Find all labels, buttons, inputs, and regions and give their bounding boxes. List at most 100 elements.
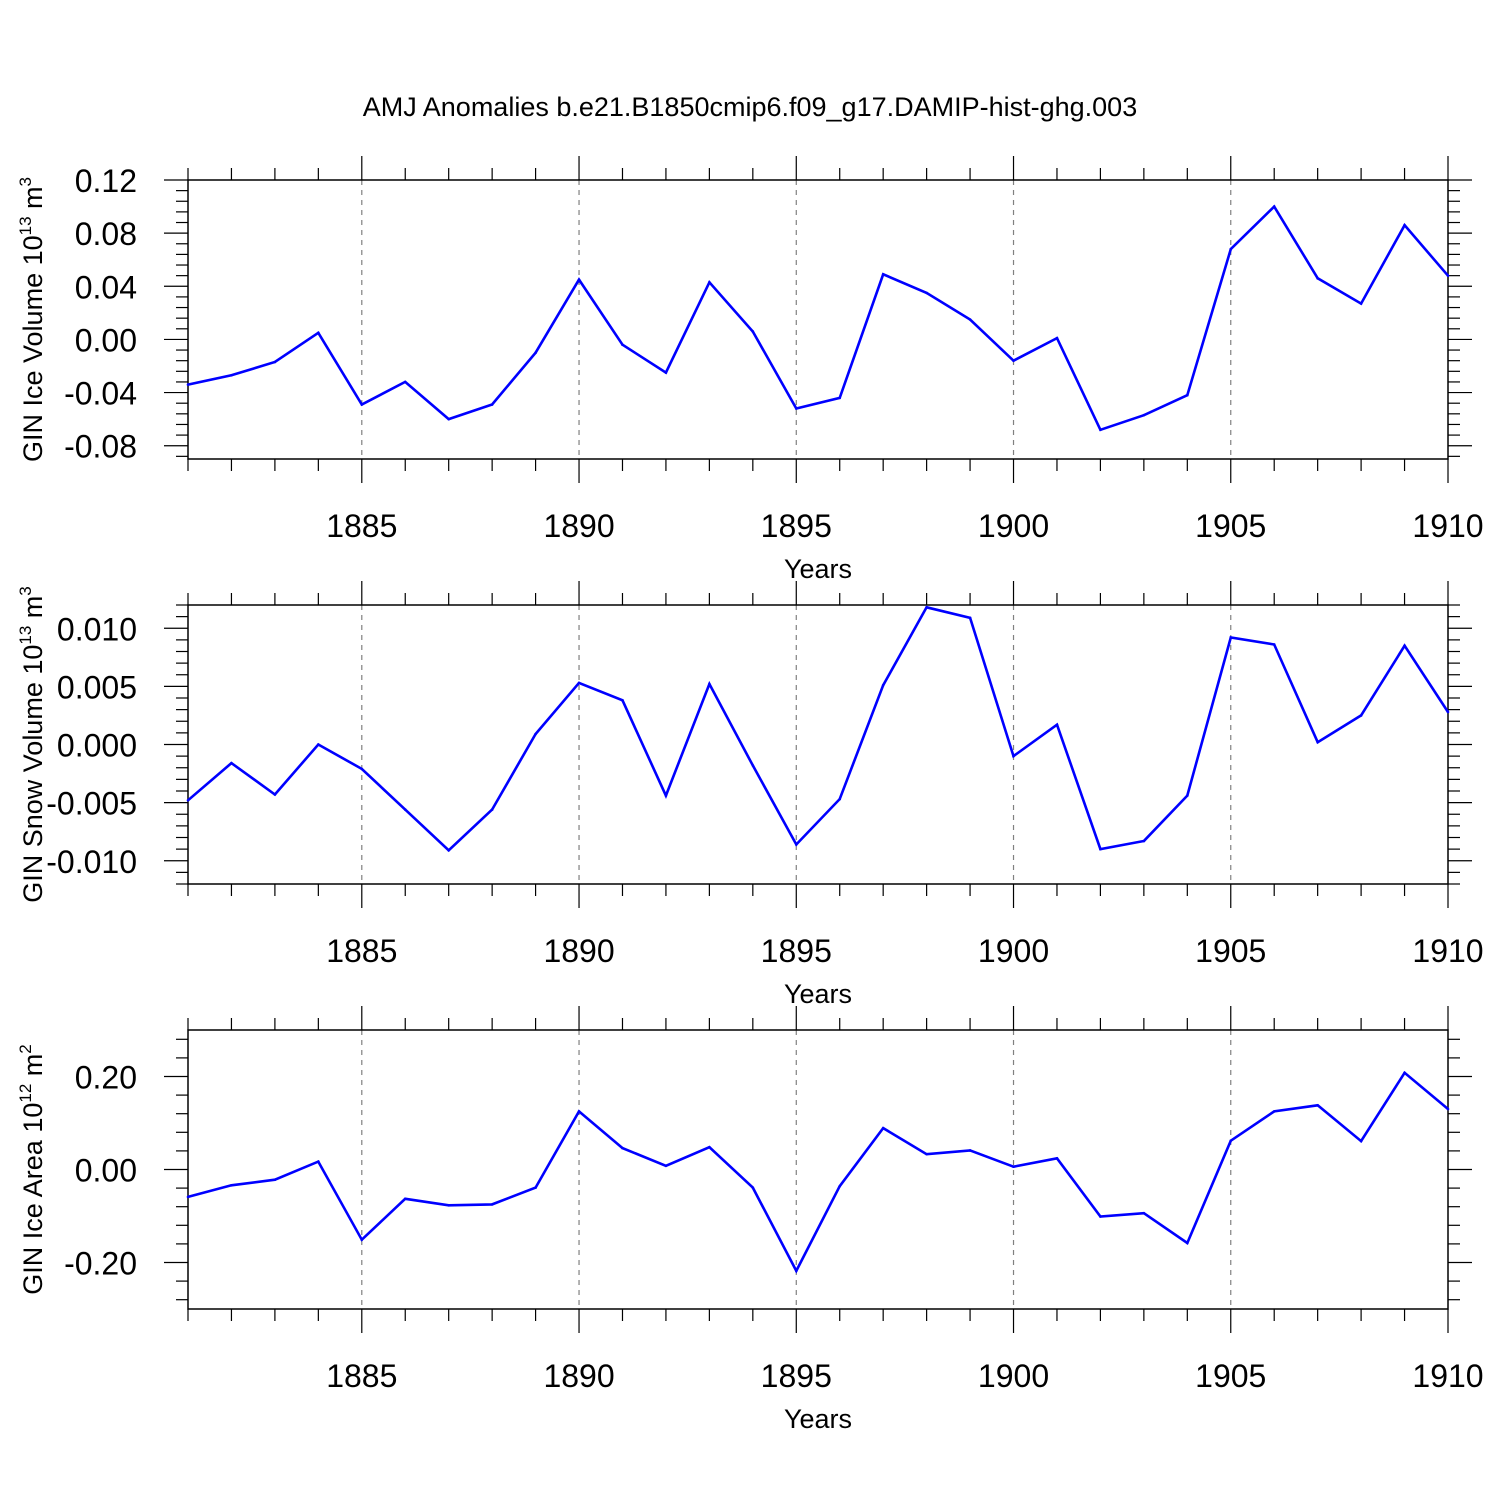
x-tick-label: 1895 — [761, 1358, 832, 1394]
data-point — [403, 1197, 407, 1201]
data-point — [1359, 1139, 1363, 1143]
data-point — [708, 281, 711, 284]
data-point — [664, 794, 668, 797]
data-point — [490, 1203, 494, 1206]
y-axis-label: GIN Ice Volume 1013 m3 — [16, 177, 48, 462]
data-point — [968, 318, 972, 321]
data-point — [317, 743, 320, 746]
data-point — [1186, 1241, 1189, 1245]
data-point — [1055, 1157, 1059, 1160]
y-axis-label: GIN Ice Area 1012 m2 — [16, 1044, 48, 1295]
data-point — [1403, 644, 1406, 647]
data-point — [1012, 1165, 1015, 1169]
data-point — [317, 1160, 320, 1163]
data-point — [534, 1186, 537, 1189]
data-point — [1229, 636, 1233, 639]
data-point — [621, 1146, 624, 1150]
data-point — [1403, 1071, 1406, 1075]
data-point — [403, 808, 407, 811]
data-point — [1316, 1104, 1319, 1107]
y-tick-label: 0.005 — [57, 669, 137, 705]
data-point — [1359, 714, 1363, 717]
data-point — [1055, 336, 1059, 340]
data-point — [534, 351, 537, 355]
data-point — [881, 683, 885, 687]
data-point — [1186, 393, 1189, 397]
data-point — [360, 1238, 364, 1242]
data-point — [1272, 205, 1276, 208]
data-point — [1316, 740, 1319, 744]
x-tick-label: 1900 — [978, 1358, 1049, 1394]
data-series-line — [187, 1070, 1449, 1274]
data-point — [577, 1110, 581, 1113]
y-tick-label: 0.20 — [75, 1060, 137, 1096]
y-tick-label: 0.010 — [57, 611, 137, 647]
data-point — [1403, 223, 1406, 227]
data-point — [1142, 413, 1146, 417]
x-axis-label: Years — [784, 979, 852, 1009]
plot-frame — [187, 1029, 1449, 1310]
data-point — [751, 330, 755, 333]
data-point — [1099, 1215, 1102, 1218]
data-point — [186, 383, 190, 386]
x-axis-label: Years — [784, 554, 852, 584]
chart-panel-2: -0.010 -0.005 0.000 0.005 0.010 1885 1890 1895 1… — [16, 581, 1484, 1009]
x-tick-label: 1885 — [326, 508, 397, 544]
data-point — [621, 343, 624, 347]
data-point — [838, 797, 842, 801]
data-point — [1272, 643, 1276, 646]
data-point — [1359, 302, 1363, 305]
data-point — [317, 331, 320, 335]
y-tick-label: -0.08 — [64, 429, 137, 465]
x-tick-label: 1900 — [978, 508, 1049, 544]
data-point — [925, 1152, 928, 1156]
data-point — [1272, 1110, 1276, 1113]
x-tick-label: 1895 — [761, 508, 832, 544]
x-tick-label: 1910 — [1412, 1358, 1483, 1394]
data-point — [403, 380, 407, 384]
data-point — [273, 793, 277, 796]
data-point — [577, 278, 581, 281]
x-tick-label: 1890 — [543, 933, 614, 969]
data-point — [925, 606, 928, 609]
data-point — [881, 273, 885, 276]
data-point — [1316, 277, 1319, 280]
data-point — [360, 403, 364, 406]
data-point — [968, 1149, 972, 1152]
chart-panel-3: -0.20 0.00 0.20 1885 1890 1895 1900 1905 1910 Yea… — [16, 1006, 1484, 1434]
chart-title: AMJ Anomalies b.e21.B1850cmip6.f09_g17.D… — [363, 92, 1137, 122]
data-point — [273, 360, 277, 364]
data-point — [1186, 794, 1189, 797]
data-point — [360, 767, 364, 771]
data-point — [186, 799, 190, 802]
data-point — [1099, 428, 1102, 432]
data-point — [1142, 839, 1146, 843]
data-point — [751, 1186, 755, 1189]
data-point — [1099, 847, 1102, 851]
data-point — [534, 732, 537, 736]
data-point — [447, 1204, 450, 1207]
y-tick-label: -0.20 — [64, 1246, 137, 1282]
y-tick-label: -0.005 — [46, 786, 137, 822]
plot-frame — [187, 604, 1449, 885]
data-point — [838, 1184, 842, 1188]
chart-panel-1: -0.08 -0.04 0.00 0.04 0.08 0.12 1885 1890 1895 19… — [16, 156, 1484, 584]
data-series-line — [187, 605, 1450, 853]
x-tick-label: 1905 — [1195, 508, 1266, 544]
data-point — [490, 808, 494, 811]
data-point — [230, 1184, 233, 1187]
x-tick-label: 1905 — [1195, 1358, 1266, 1394]
y-tick-label: -0.010 — [46, 844, 137, 880]
data-point — [577, 681, 581, 685]
data-point — [794, 843, 798, 846]
data-point — [1012, 359, 1015, 362]
x-tick-label: 1910 — [1412, 933, 1483, 969]
data-point — [794, 1269, 798, 1273]
data-point — [230, 374, 233, 377]
data-point — [230, 761, 233, 765]
data-point — [664, 1164, 668, 1168]
x-tick-label: 1900 — [978, 933, 1049, 969]
x-tick-label: 1890 — [543, 1358, 614, 1394]
y-tick-label: 0.08 — [75, 216, 137, 252]
